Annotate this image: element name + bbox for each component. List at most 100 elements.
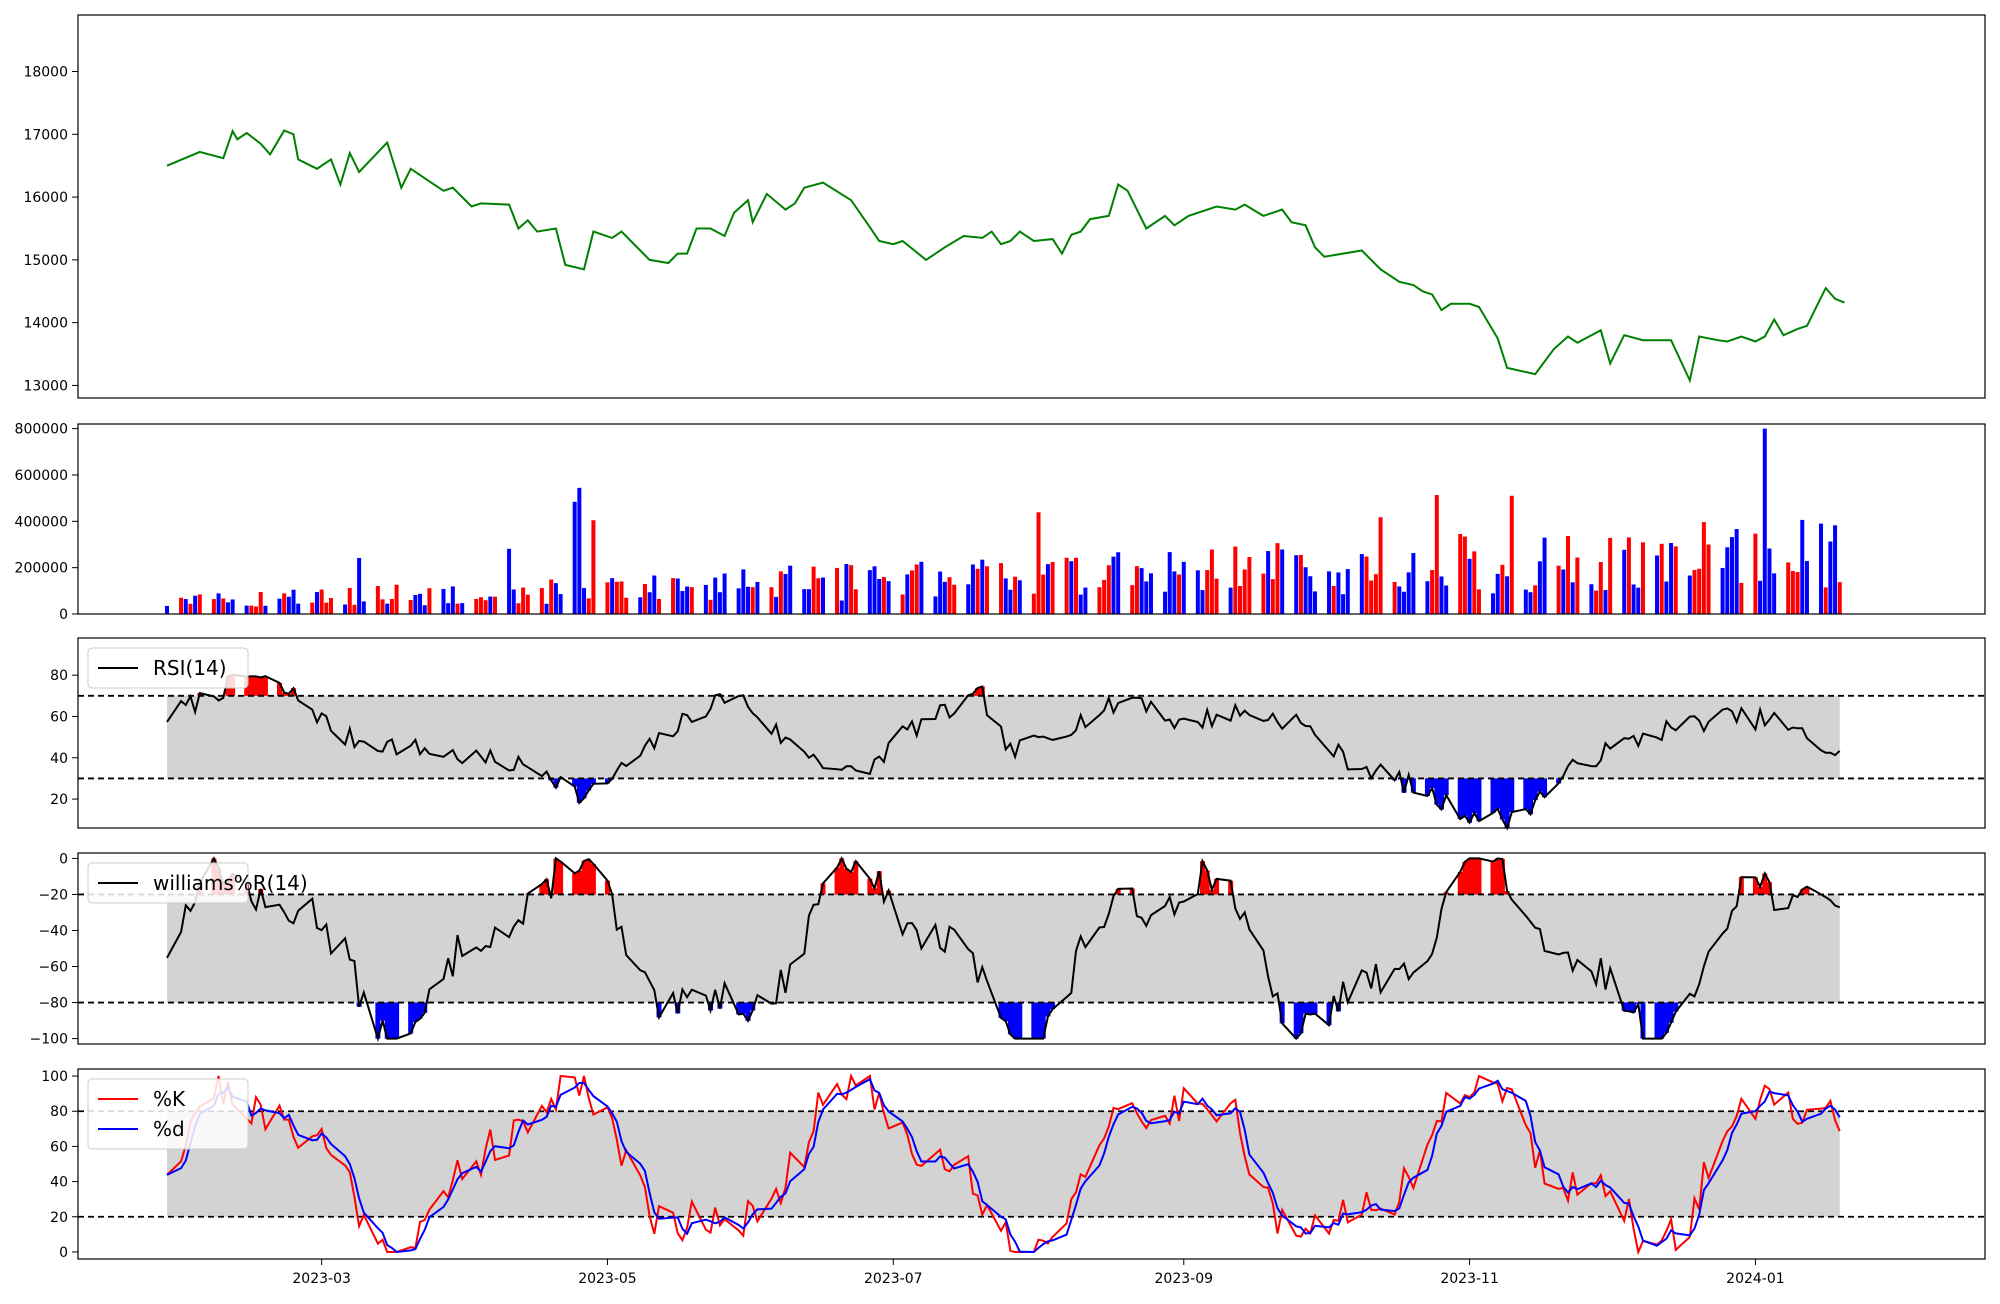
- volume-bar: [820, 577, 825, 614]
- volume-bar: [1800, 519, 1805, 614]
- stochastic-ytick-label: 60: [50, 1139, 68, 1155]
- volume-bar: [1692, 569, 1697, 614]
- volume-bar: [1570, 582, 1575, 614]
- volume-bar: [1687, 575, 1692, 614]
- volume-bar: [1762, 428, 1767, 614]
- price-ytick-label: 13000: [23, 378, 68, 394]
- volume-bar: [460, 603, 465, 614]
- volume-bar: [493, 596, 498, 614]
- volume-bar: [1397, 586, 1402, 614]
- volume-bar: [1434, 495, 1439, 614]
- volume-bar: [900, 594, 905, 614]
- volume-bar: [685, 586, 690, 614]
- volume-bar: [1373, 574, 1378, 614]
- volume-bar: [1116, 552, 1121, 614]
- volume-bar: [165, 605, 170, 614]
- volume-bar: [1720, 567, 1725, 614]
- volume-bar: [881, 577, 886, 614]
- volume-bar: [1561, 569, 1566, 614]
- volume-bar: [1631, 584, 1636, 614]
- volume-bar: [1242, 569, 1247, 614]
- volume-bar: [286, 596, 291, 614]
- volume-bar: [1828, 541, 1833, 614]
- volume-bar: [1673, 546, 1678, 614]
- rsi-panel: 20 40 60 80 RSI(14): [50, 637, 1986, 831]
- volume-ytick-label: 400000: [15, 514, 68, 530]
- volume-bar: [380, 599, 385, 614]
- volume-bar: [478, 597, 483, 614]
- volume-bar: [1659, 543, 1664, 614]
- volume-bar: [446, 603, 451, 614]
- price-ytick-label: 17000: [23, 127, 68, 143]
- volume-bar: [408, 599, 413, 614]
- volume-bar: [999, 563, 1004, 614]
- stochastic-ytick-label: 80: [50, 1104, 68, 1120]
- volume-bar: [314, 592, 319, 614]
- volume-bar: [942, 581, 947, 614]
- volume-bar: [1369, 580, 1374, 614]
- volume-bar: [553, 583, 558, 614]
- volume-bar: [1298, 554, 1303, 614]
- volume-bar: [1008, 589, 1013, 614]
- volume-bar: [450, 586, 455, 614]
- volume-bar: [1401, 591, 1406, 614]
- volume-bar: [1669, 543, 1674, 614]
- volume-bar: [507, 548, 512, 614]
- x-tick-label: 2024-01: [1726, 1271, 1785, 1287]
- volume-bar: [614, 581, 619, 614]
- volume-bar: [1589, 584, 1594, 614]
- volume-bar: [1556, 565, 1561, 614]
- volume-bar: [708, 599, 713, 614]
- volume-bar: [1640, 542, 1645, 614]
- volume-bar: [750, 587, 755, 614]
- volume-bar: [1565, 535, 1570, 614]
- rsi-oversold-fill: [548, 778, 1562, 828]
- volume-bar: [249, 605, 254, 614]
- volume-ytick-label: 600000: [15, 468, 68, 484]
- rsi-legend: [87, 647, 249, 689]
- volume-bar: [282, 593, 287, 614]
- williams-ytick-label: −60: [38, 960, 68, 976]
- volume-bar: [230, 599, 235, 614]
- volume-bar: [1134, 566, 1139, 614]
- volume-bar: [1345, 569, 1350, 614]
- volume-bar: [1458, 534, 1463, 614]
- volume-bar: [511, 589, 516, 614]
- volume-bar: [1594, 590, 1599, 614]
- volume-bar: [1359, 554, 1364, 614]
- volume-bar: [1664, 581, 1669, 614]
- volume-bar: [1074, 557, 1079, 614]
- volume-bar: [1444, 585, 1449, 614]
- volume-bar: [1472, 551, 1477, 614]
- volume-bar: [877, 578, 882, 614]
- williams-frame: [77, 852, 1986, 1045]
- volume-bar: [1392, 581, 1397, 614]
- volume-bar: [783, 573, 788, 614]
- volume-bar: [197, 594, 202, 614]
- volume-bar: [296, 603, 301, 614]
- volume-bar: [1786, 562, 1791, 614]
- stochastic-ytick-label: 20: [50, 1210, 68, 1226]
- volume-bar: [1050, 562, 1055, 614]
- volume-bar: [1261, 573, 1266, 614]
- volume-bar: [811, 566, 816, 614]
- volume-bar: [549, 579, 554, 614]
- x-tick-label: 2023-03: [292, 1271, 351, 1287]
- volume-ytick-label: 800000: [15, 422, 68, 438]
- volume-bar: [1608, 537, 1613, 614]
- volume-bar: [774, 596, 779, 614]
- volume-bar: [802, 589, 807, 614]
- volume-bar: [474, 598, 479, 614]
- volume-bar: [1064, 557, 1069, 614]
- volume-bar: [680, 591, 685, 614]
- volume-bar: [938, 571, 943, 614]
- volume-bar: [418, 593, 423, 614]
- volume-bar: [1312, 591, 1317, 614]
- volume-bar: [1500, 564, 1505, 614]
- x-tick-label: 2023-07: [864, 1271, 923, 1287]
- volume-bar: [816, 578, 821, 614]
- volume-bar: [310, 602, 315, 614]
- volume-bar: [746, 586, 751, 614]
- volume-bar: [914, 564, 919, 614]
